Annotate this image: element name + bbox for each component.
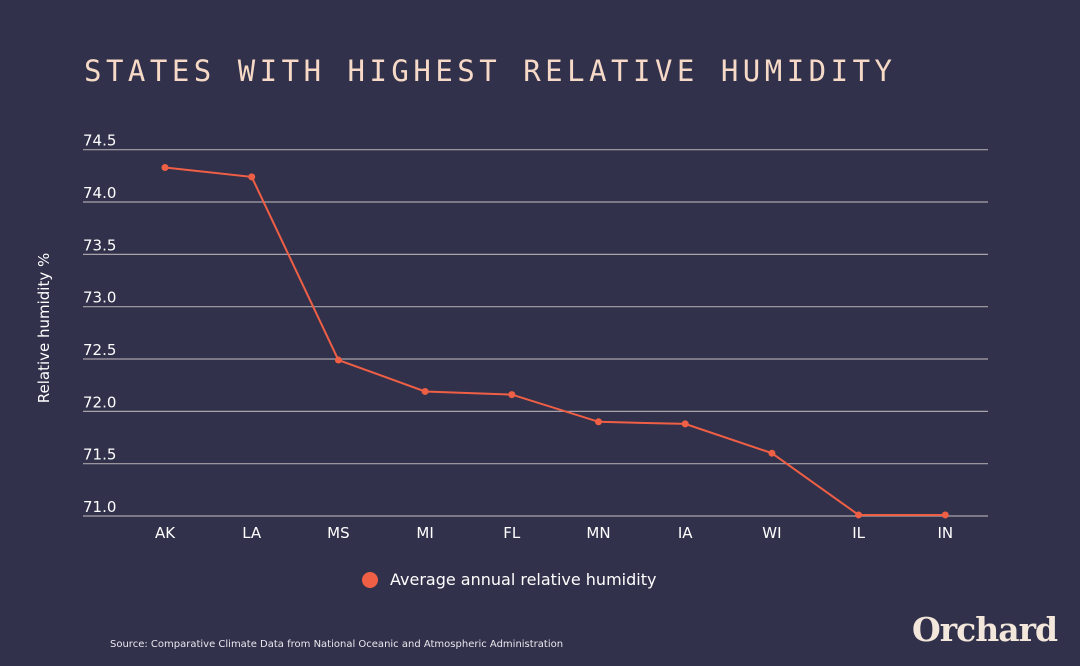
data-point (855, 511, 863, 519)
x-tick-label: IN (937, 524, 953, 542)
data-point (768, 449, 776, 457)
x-tick-label: FL (503, 524, 521, 542)
y-tick-label: 74.0 (83, 184, 116, 202)
y-tick-label: 71.5 (83, 446, 116, 464)
data-point (595, 418, 602, 426)
data-point (248, 173, 256, 181)
data-point (421, 387, 429, 395)
y-tick-label: 73.0 (83, 289, 116, 307)
data-point (161, 163, 169, 171)
x-tick-label: LA (242, 524, 262, 542)
x-tick-label: AK (155, 524, 176, 542)
legend-marker (362, 571, 378, 588)
x-tick-label: IL (852, 524, 865, 542)
y-tick-label: 72.5 (83, 341, 116, 359)
orchard-logo: Orchard (912, 610, 1058, 649)
legend: Average annual relative humidity (362, 570, 656, 589)
series-line (164, 166, 946, 516)
y-tick-label: 73.5 (83, 236, 116, 254)
data-point (681, 420, 689, 428)
chart-title: STATES WITH HIGHEST RELATIVE HUMIDITY (84, 54, 897, 88)
source-note: Source: Comparative Climate Data from Na… (110, 639, 564, 650)
x-tick-label: MN (586, 524, 610, 542)
y-tick-label: 74.5 (83, 132, 116, 150)
x-tick-label: MS (327, 524, 349, 542)
y-tick-label: 71.0 (83, 498, 116, 516)
data-point (941, 511, 949, 519)
x-tick-label: WI (762, 524, 781, 542)
x-tick-label: IA (678, 524, 693, 542)
data-point (508, 391, 516, 399)
legend-label: Average annual relative humidity (390, 570, 657, 589)
x-tick-label: MI (416, 524, 433, 542)
data-point (334, 356, 342, 364)
y-tick-label: 72.0 (83, 393, 116, 411)
